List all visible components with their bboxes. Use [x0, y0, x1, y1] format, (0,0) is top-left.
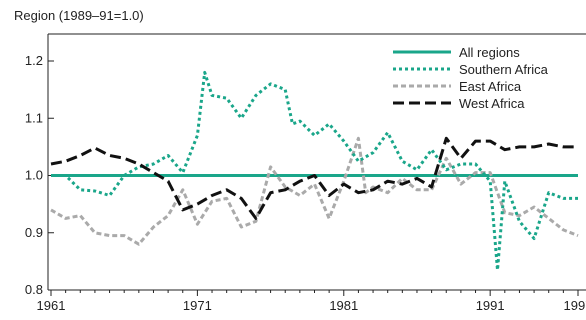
x-tick-label: 1997	[564, 298, 586, 313]
y-tick-label: 1.2	[25, 53, 43, 68]
axis-ticks: 0.8 0.9 1.0 1.1 1.2 1961 1971 1981 1991 1997	[25, 53, 586, 313]
x-tick-label: 1991	[476, 298, 505, 313]
plot-frame	[47, 33, 586, 291]
legend-label-west-africa: West Africa	[459, 96, 525, 111]
legend-label-southern-africa: Southern Africa	[459, 62, 549, 77]
legend-label-all-regions: All regions	[459, 45, 520, 60]
legend-label-east-africa: East Africa	[459, 79, 522, 94]
x-tick-label: 1981	[329, 298, 358, 313]
y-axis-label: Region (1989–91=1.0)	[14, 8, 144, 23]
y-tick-label: 1.0	[25, 168, 43, 183]
y-tick-label: 0.8	[25, 282, 43, 297]
y-tick-label: 1.1	[25, 110, 43, 125]
legend: All regions Southern Africa East Africa Wes…	[393, 45, 549, 111]
series-line-east-africa	[50, 136, 579, 246]
x-tick-label: 1971	[183, 298, 212, 313]
series-lines	[50, 70, 579, 272]
series-line-west-africa	[50, 136, 578, 220]
series-line-southern-africa	[51, 70, 578, 272]
y-tick-label: 0.9	[25, 225, 43, 240]
x-tick-label: 1961	[37, 298, 66, 313]
